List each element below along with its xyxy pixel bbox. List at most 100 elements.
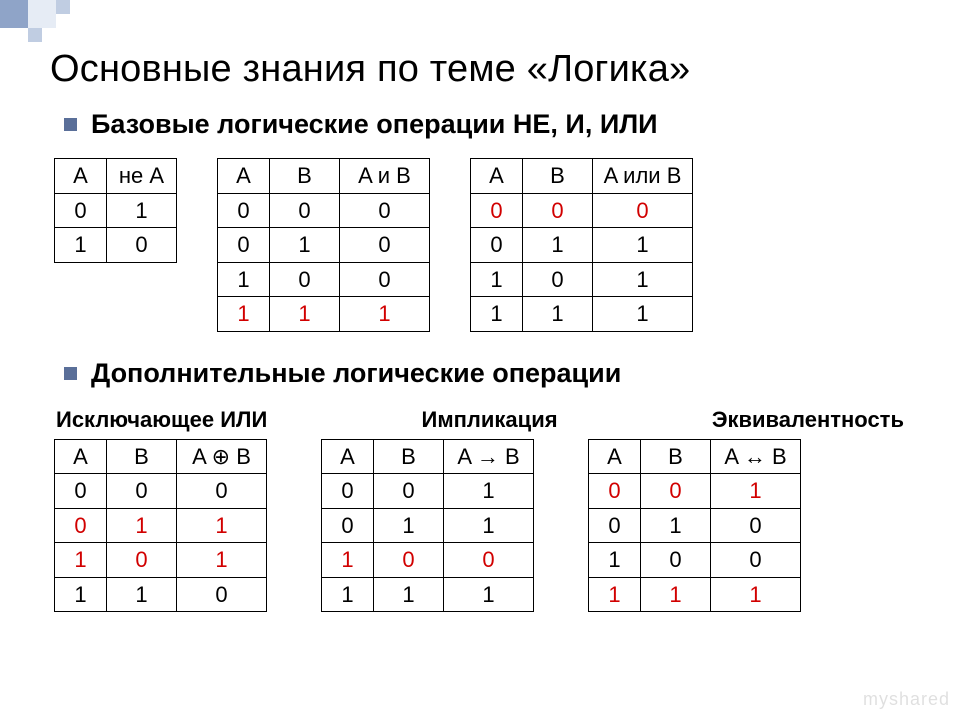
table-cell: 1 xyxy=(444,577,534,612)
table-cell: 1 xyxy=(589,577,641,612)
table-cell: 1 xyxy=(641,577,711,612)
table-row: 001 xyxy=(322,474,534,509)
table-header-row: ABA ↔ B xyxy=(589,439,801,474)
table-row: 111 xyxy=(322,577,534,612)
truth-table: ABA или B000011101111 xyxy=(470,158,693,332)
table-row: 111 xyxy=(218,297,430,332)
table-row: 100 xyxy=(218,262,430,297)
table-cell: 0 xyxy=(523,193,593,228)
table-cell: 0 xyxy=(589,474,641,509)
table-cell: 1 xyxy=(55,577,107,612)
table-header-cell: A xyxy=(55,159,107,194)
table-cell: 1 xyxy=(471,262,523,297)
table-cell: 1 xyxy=(589,543,641,578)
table-row: 101 xyxy=(55,543,267,578)
table-cell: 0 xyxy=(270,262,340,297)
truth-table-or: ABA или B000011101111 xyxy=(470,158,693,332)
table-header-cell: B xyxy=(374,439,444,474)
table-cell: 1 xyxy=(107,193,177,228)
table-cell: 1 xyxy=(641,508,711,543)
table-cell: 0 xyxy=(177,474,267,509)
table-header-row: ABA ⊕ B xyxy=(55,439,267,474)
table-row: 011 xyxy=(471,228,693,263)
truth-table-impl: ABA → B001011100111 xyxy=(321,439,534,613)
table-cell: 0 xyxy=(641,543,711,578)
deco-square xyxy=(28,28,42,42)
table-row: 010 xyxy=(218,228,430,263)
table-cell: 1 xyxy=(593,297,693,332)
truth-table: ABA ⊕ B000011101110 xyxy=(54,439,267,613)
table-cell: 0 xyxy=(177,577,267,612)
table-cell: 1 xyxy=(107,508,177,543)
page-title: Основные знания по теме «Логика» xyxy=(50,48,910,91)
table-row: 111 xyxy=(471,297,693,332)
table-cell: 0 xyxy=(340,228,430,263)
table-header-cell: A или B xyxy=(593,159,693,194)
table-header-row: ABA → B xyxy=(322,439,534,474)
table-row: 01 xyxy=(55,193,177,228)
table-row: 100 xyxy=(589,543,801,578)
table-row: 101 xyxy=(471,262,693,297)
table-cell: 0 xyxy=(374,543,444,578)
table-cell: 0 xyxy=(589,508,641,543)
table-cell: 1 xyxy=(55,228,107,263)
table-header-cell: A xyxy=(589,439,641,474)
table-cell: 1 xyxy=(322,577,374,612)
truth-table: ABA → B001011100111 xyxy=(321,439,534,613)
table-cell: 1 xyxy=(711,577,801,612)
truth-table: ABA и B000010100111 xyxy=(217,158,430,332)
table-header-cell: A xyxy=(55,439,107,474)
table-row: 110 xyxy=(55,577,267,612)
table-cell: 0 xyxy=(641,474,711,509)
table-cell: 1 xyxy=(374,508,444,543)
label-equiv: Эквивалентность xyxy=(712,407,904,433)
table-cell: 0 xyxy=(711,508,801,543)
table-cell: 1 xyxy=(55,543,107,578)
table-cell: 0 xyxy=(322,508,374,543)
table-cell: 0 xyxy=(471,228,523,263)
table-header-cell: A xyxy=(471,159,523,194)
table-row: 011 xyxy=(55,508,267,543)
table-row: 000 xyxy=(55,474,267,509)
table-header-cell: A xyxy=(218,159,270,194)
table-cell: 1 xyxy=(523,297,593,332)
table-cell: 1 xyxy=(711,474,801,509)
table-cell: 1 xyxy=(270,228,340,263)
table-cell: 1 xyxy=(270,297,340,332)
table-header-row: ABA и B xyxy=(218,159,430,194)
table-cell: 0 xyxy=(218,228,270,263)
watermark: myshared xyxy=(863,689,950,710)
table-header-cell: A xyxy=(322,439,374,474)
deco-square xyxy=(56,0,70,14)
table-cell: 1 xyxy=(177,543,267,578)
table-row: 10 xyxy=(55,228,177,263)
table-cell: 1 xyxy=(593,262,693,297)
table-row: 010 xyxy=(589,508,801,543)
table-row: 111 xyxy=(589,577,801,612)
table-header-cell: A ⊕ B xyxy=(177,439,267,474)
table-cell: 0 xyxy=(107,543,177,578)
label-xor: Исключающее ИЛИ xyxy=(56,407,267,433)
table-header-cell: A и B xyxy=(340,159,430,194)
table-cell: 0 xyxy=(340,262,430,297)
table-header-row: Aне A xyxy=(55,159,177,194)
table-row: 001 xyxy=(589,474,801,509)
table-cell: 0 xyxy=(270,193,340,228)
table-cell: 1 xyxy=(107,577,177,612)
table-header-cell: B xyxy=(270,159,340,194)
table-cell: 1 xyxy=(593,228,693,263)
table-cell: 0 xyxy=(471,193,523,228)
table-cell: 0 xyxy=(55,508,107,543)
table-row: 000 xyxy=(471,193,693,228)
table-cell: 0 xyxy=(593,193,693,228)
table-row: 011 xyxy=(322,508,534,543)
table-cell: 1 xyxy=(444,474,534,509)
table-cell: 0 xyxy=(711,543,801,578)
table-cell: 0 xyxy=(374,474,444,509)
table-cell: 0 xyxy=(107,474,177,509)
truth-table-not: Aне A0110 xyxy=(54,158,177,263)
table-cell: 1 xyxy=(340,297,430,332)
table-header-cell: B xyxy=(107,439,177,474)
truth-table: ABA ↔ B001010100111 xyxy=(588,439,801,613)
table-header-cell: B xyxy=(523,159,593,194)
